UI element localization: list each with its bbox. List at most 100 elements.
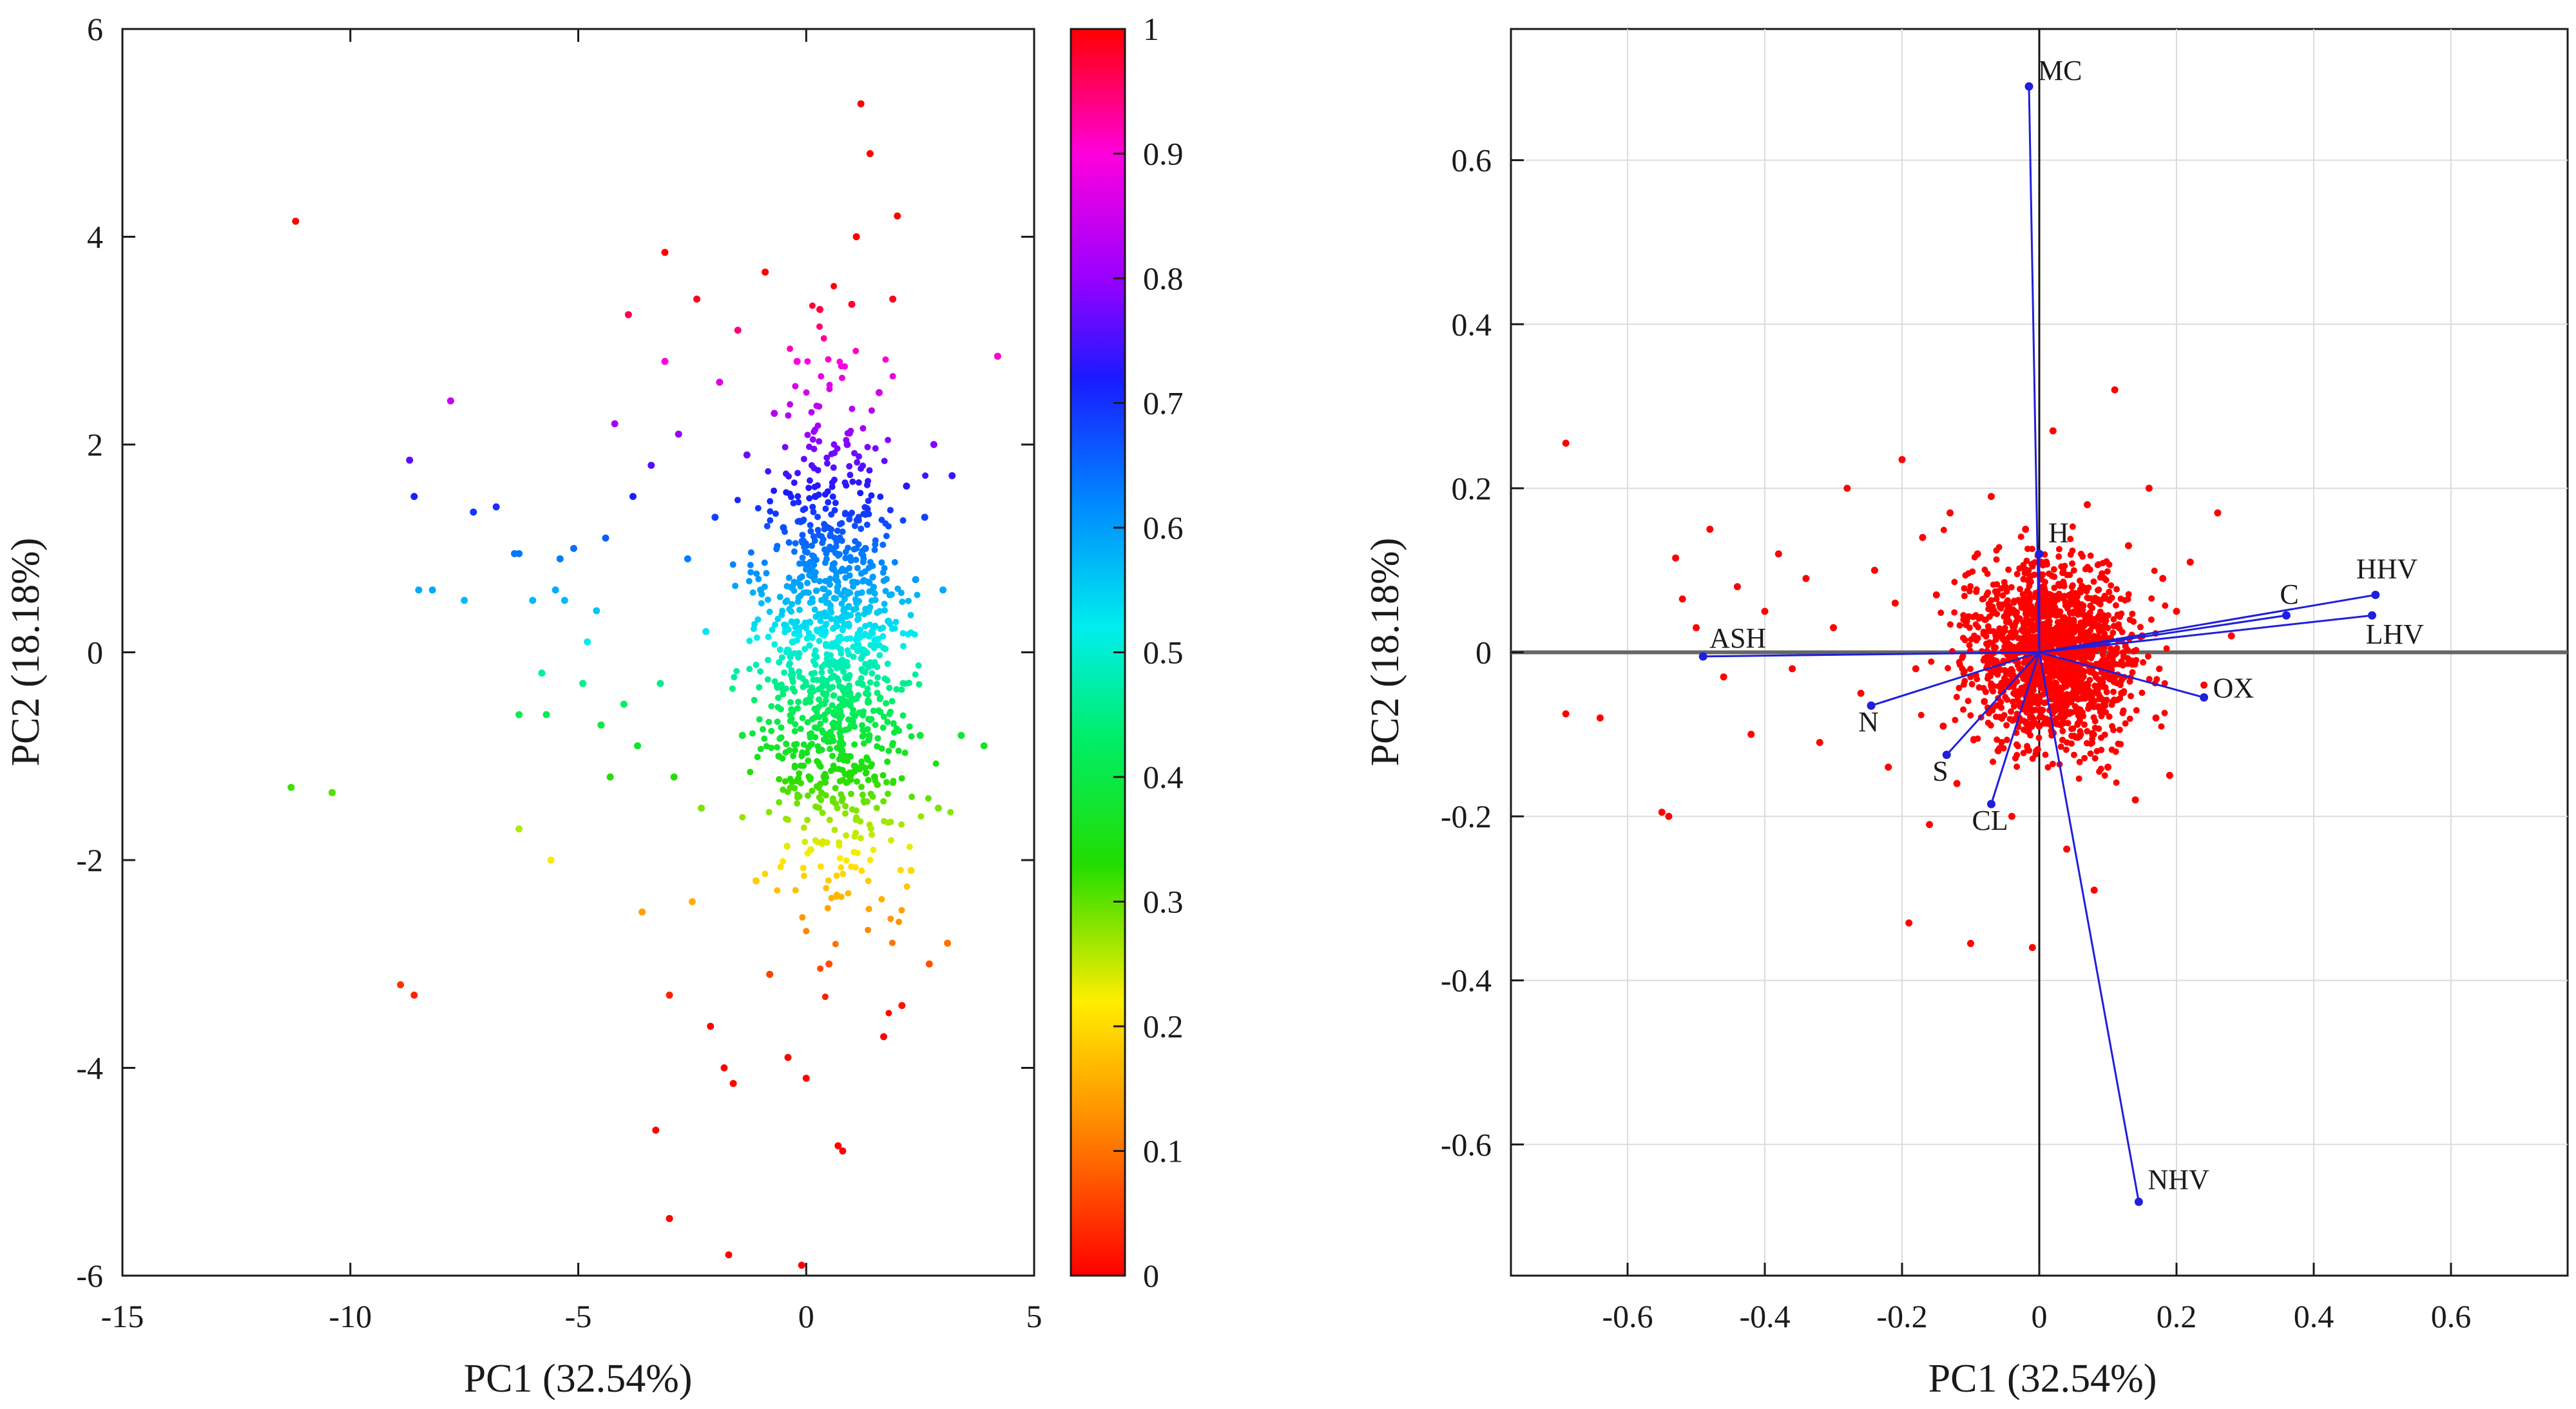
right-cloud-point bbox=[2050, 566, 2057, 573]
right-data-point bbox=[2084, 501, 2091, 508]
left-cloud-point bbox=[834, 584, 841, 591]
left-cloud-point bbox=[860, 559, 867, 566]
left-data-point bbox=[547, 856, 555, 864]
right-cloud-point bbox=[2076, 758, 2083, 765]
right-cloud-point bbox=[2106, 713, 2113, 720]
left-data-point bbox=[684, 555, 691, 562]
right-cloud-point bbox=[2061, 622, 2068, 629]
left-cloud-point bbox=[787, 653, 794, 660]
left-cloud-point bbox=[800, 741, 807, 748]
left-cloud-point bbox=[826, 381, 833, 388]
left-cloud-point bbox=[849, 478, 856, 485]
left-cloud-point bbox=[846, 515, 853, 522]
right-cloud-point bbox=[2052, 604, 2059, 611]
left-cloud-point bbox=[836, 695, 843, 702]
right-cloud-point bbox=[2104, 568, 2111, 575]
left-data-point bbox=[894, 212, 901, 220]
right-cloud-point bbox=[2121, 597, 2128, 604]
left-cloud-point bbox=[882, 356, 889, 363]
right-cloud-point bbox=[1972, 621, 1979, 628]
right-y-axis-title: PC2 (18.18%) bbox=[1363, 538, 1407, 767]
right-cloud-point bbox=[2116, 726, 2123, 733]
left-cloud-point bbox=[823, 839, 831, 846]
right-cloud-point bbox=[1989, 603, 1996, 610]
right-data-point bbox=[2028, 944, 2036, 952]
left-cloud-point bbox=[886, 591, 893, 599]
left-cloud-point bbox=[887, 506, 894, 513]
left-cloud-point bbox=[932, 760, 939, 767]
right-cloud-point bbox=[2090, 714, 2097, 721]
left-cloud-point bbox=[823, 640, 830, 647]
right-cloud-point bbox=[2010, 597, 2017, 604]
left-data-point bbox=[843, 441, 851, 448]
left-data-point bbox=[925, 960, 933, 968]
left-cloud-point bbox=[855, 541, 862, 548]
right-cloud-point bbox=[2116, 625, 2123, 632]
left-cloud-point bbox=[914, 591, 921, 599]
left-cloud-point bbox=[767, 498, 774, 505]
left-cloud-point bbox=[860, 552, 867, 559]
left-cloud-point bbox=[849, 806, 856, 813]
left-data-point bbox=[729, 1080, 737, 1088]
left-cloud-point bbox=[855, 615, 862, 622]
left-cloud-point bbox=[772, 510, 779, 517]
right-cloud-point bbox=[2073, 705, 2080, 712]
left-data-point bbox=[716, 378, 724, 386]
left-cloud-point bbox=[820, 335, 827, 342]
left-data-point bbox=[666, 992, 673, 999]
right-cloud-point bbox=[2033, 693, 2041, 700]
right-cloud-point bbox=[2139, 689, 2146, 696]
right-cloud-point bbox=[2033, 747, 2040, 754]
right-data-point bbox=[1994, 747, 2002, 754]
left-cloud-point bbox=[862, 631, 869, 638]
left-cloud-point bbox=[796, 575, 803, 582]
left-y-tick-label: 4 bbox=[87, 219, 103, 255]
left-cloud-point bbox=[847, 776, 854, 783]
left-cloud-point bbox=[785, 662, 793, 669]
left-cloud-point bbox=[782, 470, 789, 477]
left-cloud-point bbox=[753, 570, 760, 577]
right-cloud-point bbox=[2026, 582, 2033, 589]
left-cloud-point bbox=[800, 824, 807, 831]
right-cloud-point bbox=[2044, 763, 2052, 771]
left-cloud-point bbox=[861, 660, 869, 667]
right-cloud-point bbox=[2091, 594, 2099, 601]
left-cloud-point bbox=[836, 710, 843, 717]
left-cloud-point bbox=[869, 761, 876, 768]
left-cloud-point bbox=[834, 805, 841, 812]
right-cloud-point bbox=[2008, 584, 2015, 591]
left-cloud-point bbox=[829, 752, 836, 760]
left-cloud-point bbox=[832, 499, 839, 506]
left-cloud-point bbox=[818, 630, 825, 637]
left-cloud-point bbox=[876, 651, 883, 658]
loading-vector-mc bbox=[2028, 86, 2041, 653]
left-cloud-point bbox=[789, 600, 796, 608]
right-data-point bbox=[2104, 763, 2111, 771]
right-cloud-point bbox=[2003, 678, 2010, 685]
left-cloud-point bbox=[826, 581, 833, 588]
left-cloud-point bbox=[884, 718, 891, 725]
left-cloud-point bbox=[807, 599, 814, 606]
left-cloud-point bbox=[898, 906, 905, 914]
left-cloud-point bbox=[856, 709, 863, 716]
left-y-tick-label: -2 bbox=[76, 842, 103, 878]
left-y-tick-label: -6 bbox=[76, 1258, 103, 1294]
left-cloud-point bbox=[798, 780, 805, 787]
right-cloud-point bbox=[2081, 721, 2088, 728]
right-cloud-point bbox=[2020, 575, 2027, 582]
right-cloud-point bbox=[2028, 607, 2035, 614]
left-cloud-point bbox=[842, 548, 849, 555]
left-cloud-point bbox=[782, 749, 789, 756]
left-data-point bbox=[410, 992, 418, 999]
left-cloud-point bbox=[809, 716, 816, 723]
left-cloud-point bbox=[783, 582, 791, 589]
left-cloud-point bbox=[749, 589, 756, 596]
right-cloud-point bbox=[2062, 602, 2069, 609]
left-data-point bbox=[552, 586, 559, 594]
left-cloud-point bbox=[842, 574, 849, 581]
right-cloud-point bbox=[2017, 600, 2024, 607]
right-cloud-point bbox=[2075, 604, 2082, 611]
colorbar-tick-label: 0.7 bbox=[1143, 385, 1184, 421]
left-cloud-point bbox=[807, 693, 814, 700]
right-cloud-point bbox=[1968, 680, 1975, 687]
